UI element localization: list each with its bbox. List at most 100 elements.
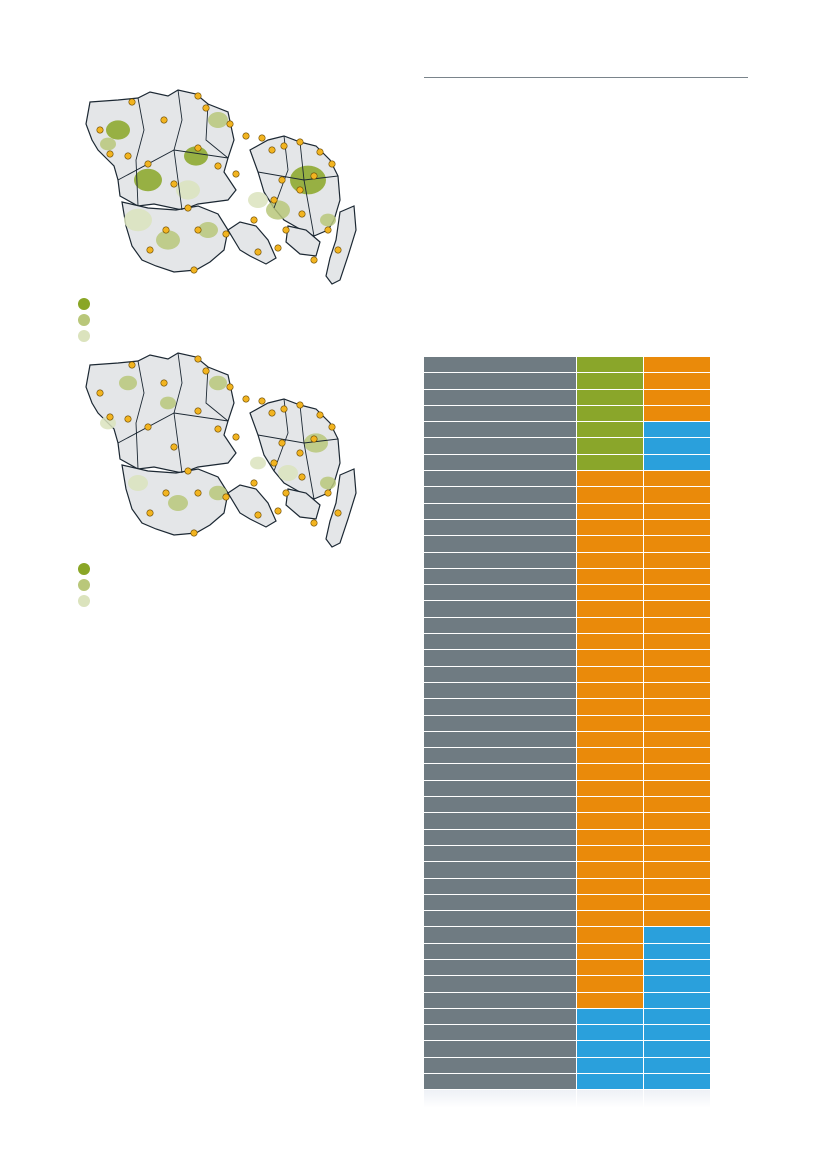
status-cell-a bbox=[577, 503, 643, 519]
density-patch bbox=[198, 222, 218, 238]
location-marker bbox=[254, 248, 262, 256]
legend-swatch-low bbox=[78, 330, 90, 342]
location-marker bbox=[146, 509, 154, 517]
status-cell-b bbox=[644, 699, 710, 715]
location-marker bbox=[194, 355, 202, 363]
matrix-row bbox=[424, 992, 710, 1008]
matrix-row bbox=[424, 927, 710, 943]
matrix-row bbox=[424, 454, 710, 471]
region-southeast bbox=[227, 221, 277, 265]
row-label bbox=[424, 389, 576, 405]
location-marker bbox=[202, 104, 210, 112]
status-cell-b bbox=[644, 764, 710, 780]
map-graphic bbox=[85, 352, 357, 548]
status-cell-a bbox=[577, 845, 643, 862]
status-cell-a bbox=[577, 1057, 643, 1074]
location-marker bbox=[270, 459, 278, 467]
region-borders bbox=[117, 352, 339, 500]
location-marker bbox=[194, 92, 202, 100]
status-cell-a bbox=[577, 943, 643, 959]
matrix-row bbox=[424, 373, 710, 389]
matrix-row bbox=[424, 748, 710, 764]
matrix-row bbox=[424, 634, 710, 650]
matrix-row bbox=[424, 780, 710, 797]
location-marker bbox=[280, 142, 288, 150]
status-cell-a bbox=[577, 829, 643, 845]
row-label bbox=[424, 503, 576, 519]
matrix-row bbox=[424, 715, 710, 731]
location-marker bbox=[202, 367, 210, 375]
status-cell-b bbox=[644, 976, 710, 992]
status-cell-a bbox=[577, 748, 643, 764]
region-east-peninsula bbox=[325, 205, 357, 285]
density-patch bbox=[160, 396, 176, 410]
legend-item bbox=[78, 312, 98, 328]
legend-swatch-high bbox=[78, 298, 90, 310]
location-marker bbox=[296, 449, 304, 457]
density-patch bbox=[290, 165, 326, 195]
status-cell-a bbox=[577, 911, 643, 927]
status-cell-a bbox=[577, 405, 643, 422]
location-marker bbox=[298, 473, 306, 481]
row-label bbox=[424, 715, 576, 731]
status-cell-b bbox=[644, 748, 710, 764]
matrix-row bbox=[424, 389, 710, 405]
row-label bbox=[424, 780, 576, 797]
location-marker bbox=[296, 138, 304, 146]
density-patch bbox=[304, 433, 328, 453]
matrix-row bbox=[424, 519, 710, 536]
location-marker bbox=[334, 509, 342, 517]
location-marker bbox=[194, 407, 202, 415]
location-marker bbox=[328, 160, 336, 168]
row-label bbox=[424, 438, 576, 454]
status-cell-a bbox=[577, 519, 643, 536]
location-marker bbox=[282, 489, 290, 497]
location-marker bbox=[96, 389, 104, 397]
legend-swatch-low bbox=[78, 595, 90, 607]
region-west bbox=[85, 352, 237, 474]
row-label bbox=[424, 634, 576, 650]
row-label bbox=[424, 976, 576, 992]
row-label bbox=[424, 1057, 576, 1074]
map-land bbox=[85, 352, 357, 548]
density-patch bbox=[278, 465, 298, 481]
density-patch bbox=[208, 112, 228, 128]
matrix-row bbox=[424, 911, 710, 927]
row-label bbox=[424, 845, 576, 862]
fade-cell bbox=[424, 1090, 576, 1109]
location-marker bbox=[278, 439, 286, 447]
fade-cell bbox=[644, 1090, 710, 1109]
matrix-row bbox=[424, 878, 710, 894]
legend-swatch-high bbox=[78, 563, 90, 575]
location-marker bbox=[232, 170, 240, 178]
matrix-row bbox=[424, 487, 710, 503]
matrix-row bbox=[424, 422, 710, 438]
legend-item bbox=[78, 328, 98, 344]
density-patch bbox=[168, 495, 188, 511]
matrix-row bbox=[424, 1008, 710, 1025]
matrix-row bbox=[424, 976, 710, 992]
row-label bbox=[424, 536, 576, 552]
location-marker bbox=[160, 379, 168, 387]
status-cell-a bbox=[577, 454, 643, 471]
row-label bbox=[424, 617, 576, 634]
status-cell-b bbox=[644, 552, 710, 568]
matrix-row bbox=[424, 585, 710, 601]
matrix-footer-fade bbox=[424, 1090, 710, 1109]
status-cell-a bbox=[577, 797, 643, 813]
legend-item bbox=[78, 577, 98, 593]
status-cell-b bbox=[644, 862, 710, 878]
location-marker bbox=[190, 529, 198, 537]
location-marker bbox=[222, 493, 230, 501]
density-patch bbox=[124, 208, 152, 232]
status-cell-b bbox=[644, 959, 710, 976]
matrix-row bbox=[424, 764, 710, 780]
location-marker bbox=[214, 425, 222, 433]
legend-swatch-medium bbox=[78, 579, 90, 591]
status-cell-b bbox=[644, 650, 710, 666]
matrix-row bbox=[424, 601, 710, 617]
location-marker bbox=[124, 152, 132, 160]
location-marker bbox=[170, 443, 178, 451]
matrix-row bbox=[424, 813, 710, 829]
location-marker bbox=[310, 435, 318, 443]
